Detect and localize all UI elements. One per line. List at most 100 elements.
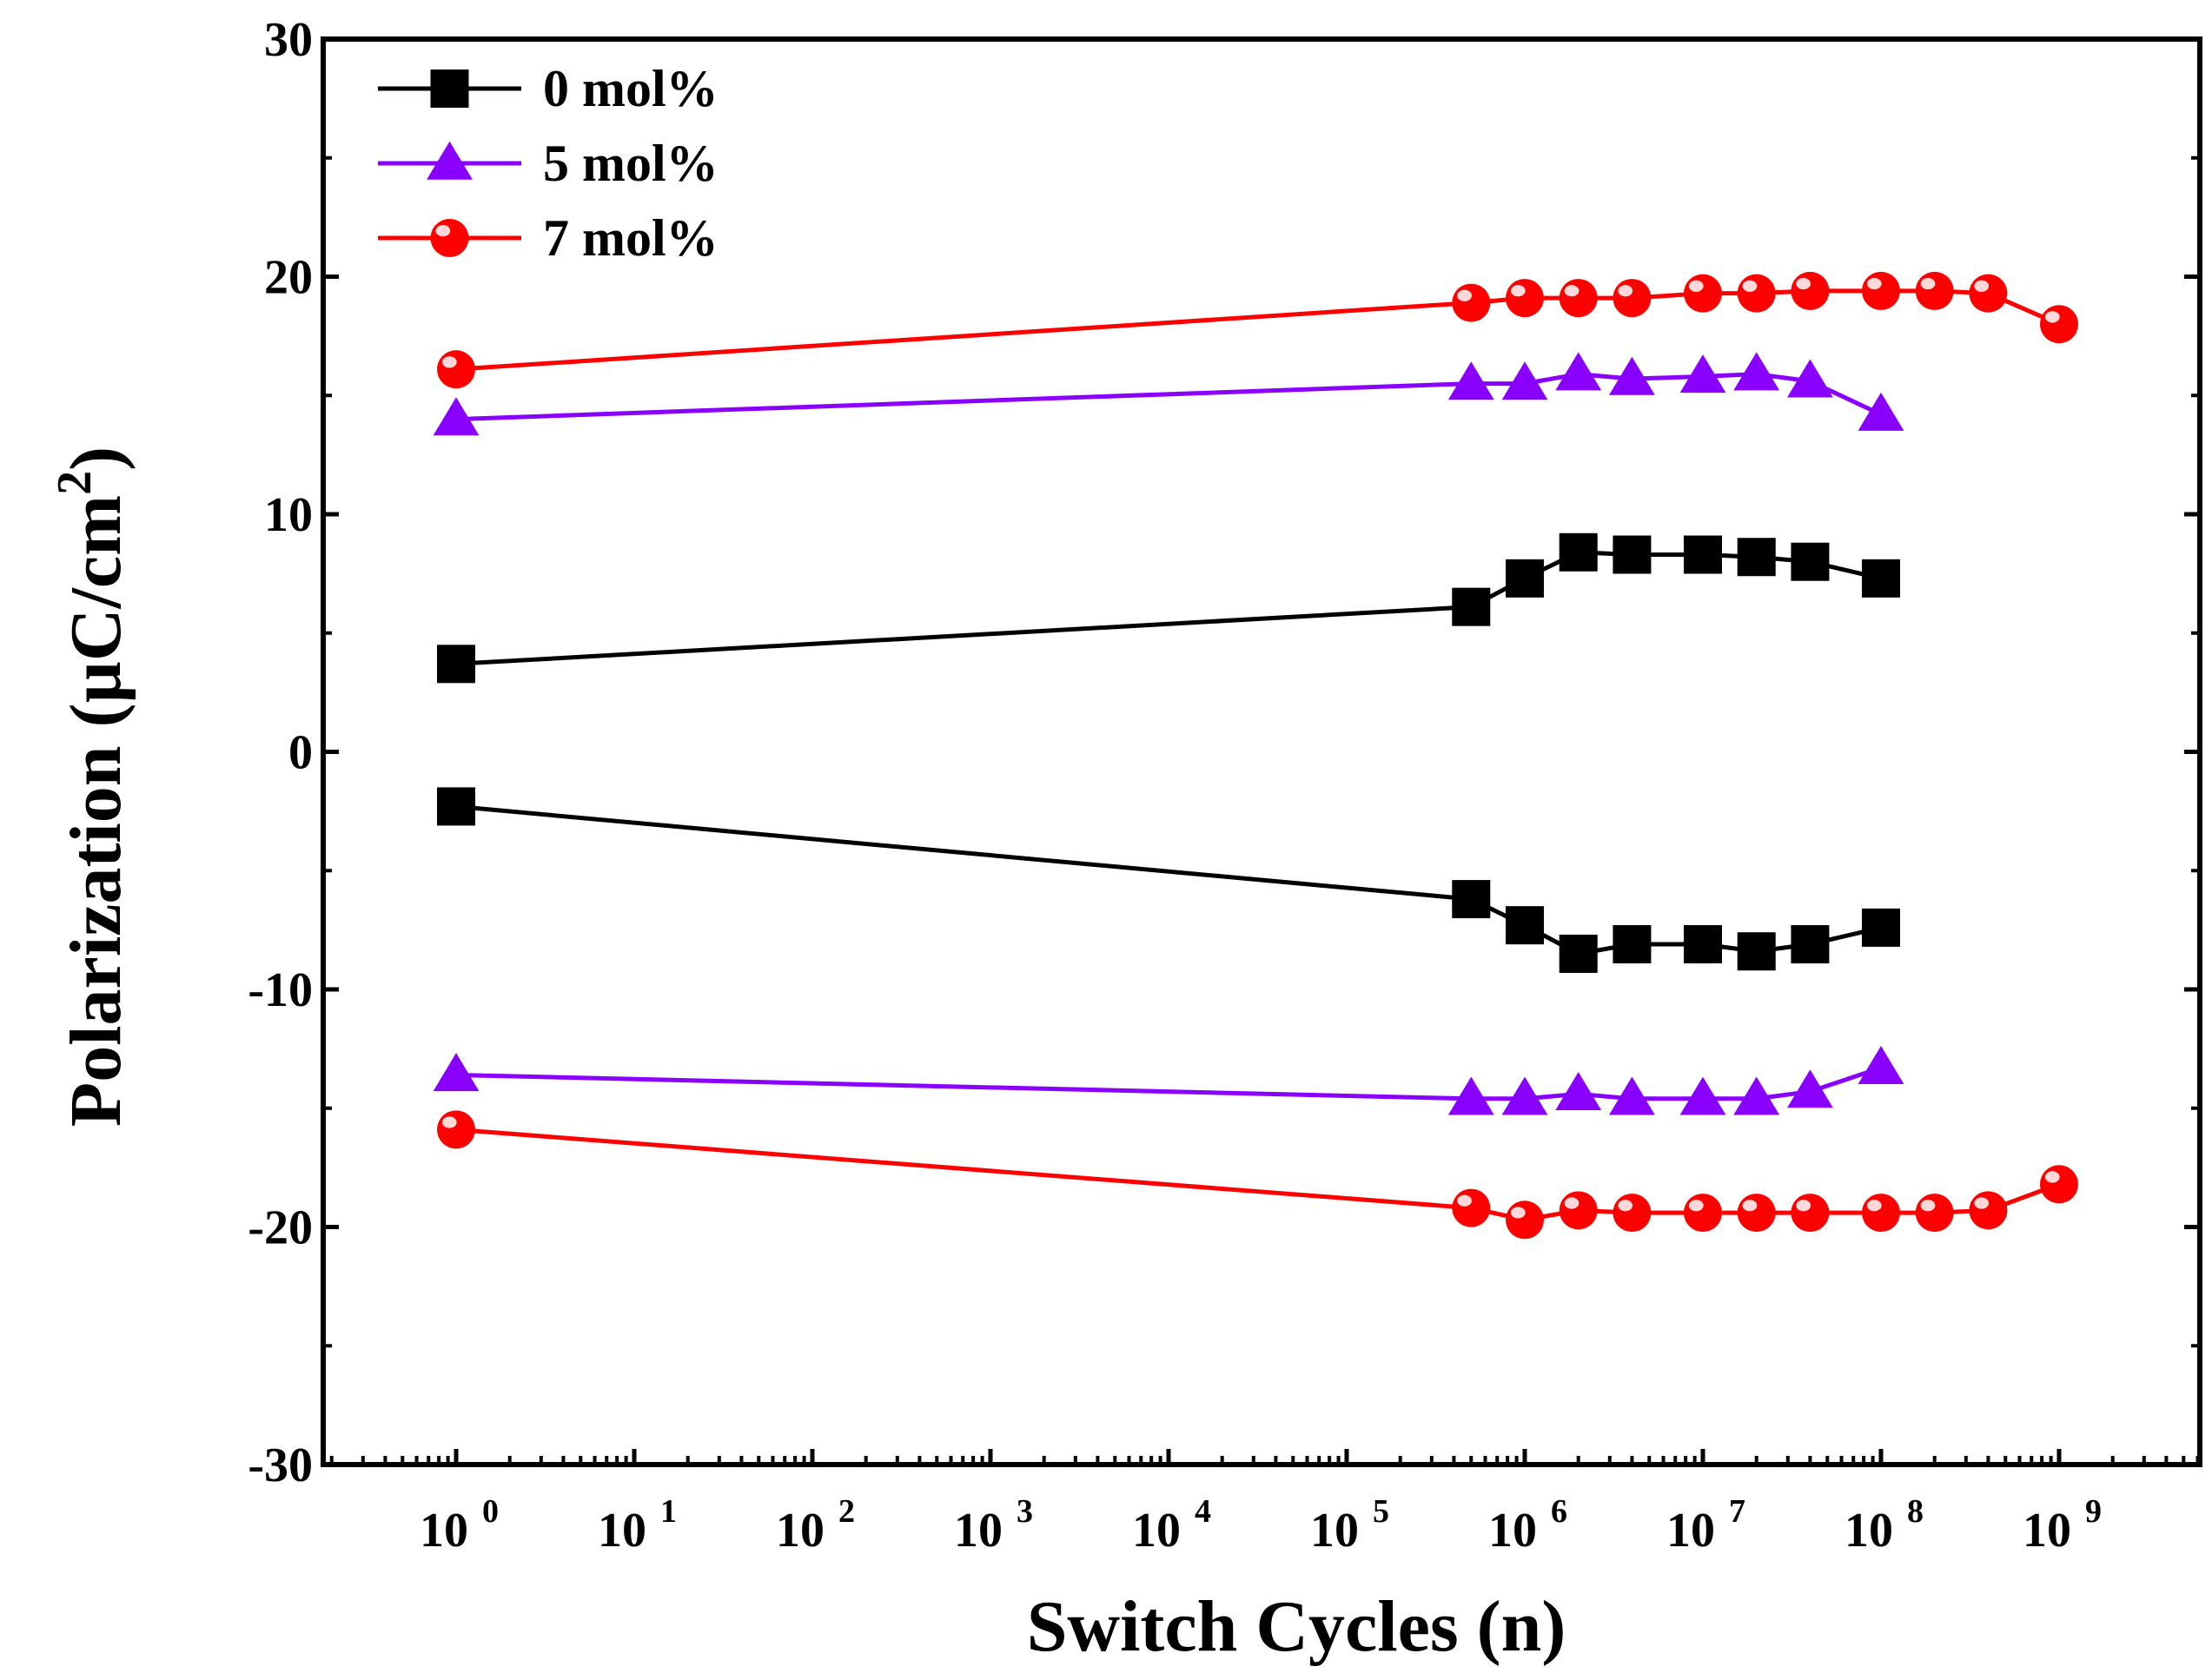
data-point-2-negative-5-highlight <box>1688 1200 1704 1212</box>
y-tick-label: 30 <box>264 13 313 67</box>
data-point-2-positive-5 <box>1684 274 1722 313</box>
data-point-2-negative-11-highlight <box>2044 1171 2060 1183</box>
data-point-0-positive-8 <box>1862 559 1900 598</box>
legend-marker <box>430 69 469 108</box>
legend-marker <box>430 219 469 257</box>
data-point-2-positive-11-highlight <box>2044 311 2060 323</box>
data-point-2-positive-7-highlight <box>1796 277 1811 290</box>
data-point-2-negative-11 <box>2040 1165 2078 1204</box>
data-point-2-negative-3 <box>1559 1191 1598 1230</box>
x-tick-label: 10 <box>1132 1504 1181 1558</box>
series-line-1-positive <box>455 372 1883 422</box>
data-point-0-positive-6 <box>1737 538 1776 577</box>
x-tick-label: 10 <box>420 1504 468 1558</box>
data-point-2-negative-1-highlight <box>1457 1194 1472 1207</box>
data-point-2-negative-8-highlight <box>1866 1200 1882 1212</box>
x-tick-exponent: 6 <box>1551 1493 1567 1530</box>
data-point-2-positive-3 <box>1559 279 1598 318</box>
data-point-2-negative-7 <box>1791 1194 1830 1233</box>
data-point-2-positive-4 <box>1613 279 1652 318</box>
x-tick-exponent: 0 <box>482 1493 499 1530</box>
x-tick-exponent: 3 <box>1017 1493 1033 1530</box>
data-point-2-negative-9 <box>1915 1194 1954 1233</box>
data-point-2-positive-11 <box>2040 305 2078 344</box>
x-tick-exponent: 4 <box>1195 1493 1211 1530</box>
data-point-2-positive-2 <box>1506 279 1544 318</box>
data-point-0-negative-3 <box>1559 934 1598 973</box>
legend-label: 0 mol% <box>543 60 719 117</box>
data-point-1-negative-5 <box>1679 1076 1726 1115</box>
data-point-2-negative-1 <box>1452 1188 1491 1227</box>
data-point-0-negative-6 <box>1737 932 1776 971</box>
x-tick-exponent: 1 <box>660 1493 677 1530</box>
x-tick-exponent: 7 <box>1729 1493 1745 1530</box>
data-point-1-positive-7 <box>1787 359 1833 398</box>
data-point-2-positive-5-highlight <box>1688 280 1704 292</box>
x-tick-label: 10 <box>1310 1504 1359 1558</box>
x-tick-exponent: 5 <box>1373 1493 1389 1530</box>
y-tick-label: -30 <box>248 1439 313 1492</box>
data-point-1-positive-4 <box>1609 356 1655 395</box>
y-tick-label: -10 <box>248 963 313 1017</box>
data-point-0-positive-0 <box>437 645 475 684</box>
data-point-2-negative-8 <box>1862 1194 1900 1233</box>
y-tick-label: 10 <box>264 488 313 542</box>
data-point-2-positive-9-highlight <box>1920 277 1936 290</box>
data-point-1-negative-3 <box>1555 1072 1602 1111</box>
x-tick-label: 10 <box>2023 1504 2071 1558</box>
x-tick-label: 10 <box>954 1504 1003 1558</box>
data-point-2-negative-4-highlight <box>1618 1200 1633 1212</box>
data-point-1-negative-8 <box>1858 1045 1904 1084</box>
x-axis-title: Switch Cycles (n) <box>1027 1586 1566 1667</box>
data-point-2-negative-0 <box>437 1110 475 1149</box>
data-point-2-negative-3-highlight <box>1564 1197 1580 1209</box>
data-point-2-negative-9-highlight <box>1920 1200 1936 1212</box>
data-point-0-positive-4 <box>1613 535 1652 574</box>
y-tick-label: 20 <box>264 251 313 305</box>
data-point-2-negative-2 <box>1506 1200 1544 1240</box>
data-point-2-negative-7-highlight <box>1796 1200 1811 1212</box>
data-point-2-positive-8 <box>1862 271 1900 310</box>
data-point-0-negative-5 <box>1684 925 1722 964</box>
data-point-2-positive-0 <box>437 350 475 389</box>
data-point-2-positive-1 <box>1452 283 1491 322</box>
data-point-2-positive-1-highlight <box>1457 289 1472 301</box>
data-point-1-negative-7 <box>1787 1069 1833 1108</box>
series-line-0-positive <box>455 550 1882 666</box>
series-line-1-negative <box>455 1065 1882 1101</box>
data-point-2-positive-4-highlight <box>1618 285 1633 297</box>
data-point-2-negative-0-highlight <box>441 1116 457 1128</box>
data-point-1-negative-6 <box>1733 1076 1780 1115</box>
data-point-1-positive-2 <box>1501 361 1548 400</box>
x-tick-exponent: 8 <box>1907 1493 1924 1530</box>
legend-label: 5 mol% <box>543 135 719 192</box>
x-tick-label: 10 <box>1844 1504 1893 1558</box>
data-point-2-positive-10 <box>1969 274 2008 313</box>
data-point-1-positive-8 <box>1858 392 1904 431</box>
data-point-1-positive-5 <box>1679 354 1726 394</box>
data-point-2-negative-10 <box>1969 1191 2008 1230</box>
data-point-1-negative-1 <box>1447 1076 1494 1115</box>
data-point-1-positive-0 <box>433 397 480 436</box>
data-point-1-positive-3 <box>1555 352 1602 391</box>
data-point-2-positive-3-highlight <box>1564 285 1580 297</box>
data-point-2-positive-6 <box>1737 274 1776 313</box>
data-point-0-positive-7 <box>1791 542 1830 581</box>
data-point-2-negative-4 <box>1613 1194 1652 1233</box>
data-point-0-positive-5 <box>1684 535 1722 574</box>
y-axis-title: Polarization (µC/cm2) <box>48 446 136 1127</box>
y-tick-label: 0 <box>288 726 313 780</box>
data-point-2-negative-2-highlight <box>1510 1207 1526 1219</box>
data-point-1-negative-4 <box>1609 1076 1655 1115</box>
y-axis-title-sup: 2 <box>48 471 102 495</box>
data-point-2-positive-0-highlight <box>441 356 457 368</box>
x-tick-label: 10 <box>1666 1504 1715 1558</box>
data-point-2-negative-5 <box>1684 1194 1722 1233</box>
data-point-0-negative-7 <box>1791 925 1830 964</box>
data-point-1-positive-6 <box>1733 352 1780 391</box>
data-point-0-positive-3 <box>1559 532 1598 572</box>
x-tick-label: 10 <box>776 1504 825 1558</box>
data-point-0-positive-1 <box>1452 587 1491 626</box>
